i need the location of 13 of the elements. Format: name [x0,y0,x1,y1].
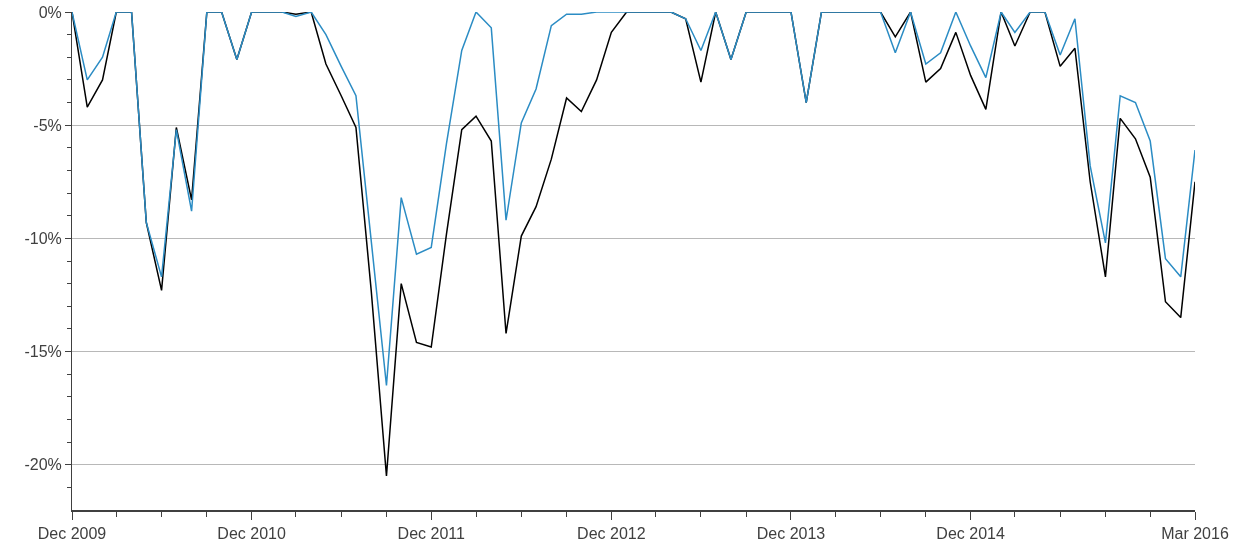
x-tick-label: Dec 2014 [936,524,1005,542]
line-series [72,12,1195,387]
x-tick-label: Dec 2012 [577,524,646,542]
x-tick-label: Dec 2011 [397,524,465,542]
x-tick-label: Mar 2016 [1161,524,1229,542]
x-tick-label: Dec 2013 [756,524,826,542]
y-tick-label: -5% [33,116,62,134]
x-tick-label: Dec 2009 [37,524,107,542]
x-tick-label: Dec 2010 [217,524,286,542]
y-tick-label: -10% [24,229,62,247]
y-tick-label: 0% [38,3,62,21]
y-tick-label: -20% [24,456,62,474]
y-tick-label: -15% [24,343,62,361]
